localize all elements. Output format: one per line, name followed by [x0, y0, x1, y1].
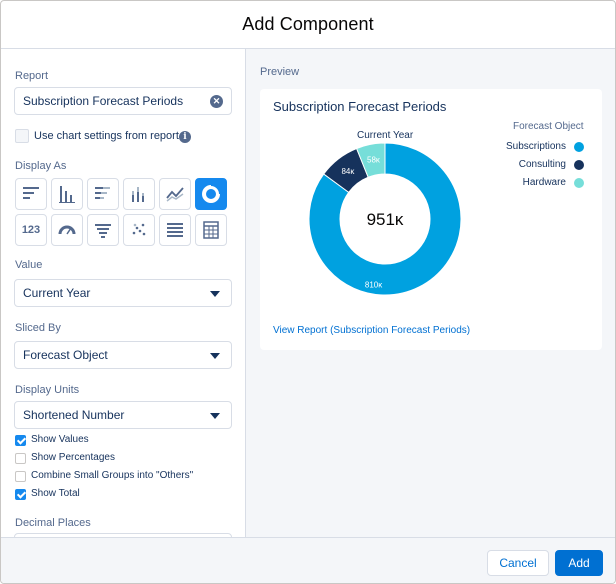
sliced-by-selected: Forecast Object: [23, 348, 108, 362]
clear-icon[interactable]: ✕: [210, 95, 223, 108]
decimal-places-label: Decimal Places: [15, 517, 91, 529]
show-values-label: Show Values: [31, 434, 89, 445]
show-total-label: Show Total: [31, 488, 80, 499]
preview-panel: Preview Subscription Forecast Periods Cu…: [246, 49, 615, 537]
modal-header: Add Component: [1, 1, 615, 49]
stacked-vertical-bar-icon[interactable]: [123, 178, 155, 210]
card-title: Subscription Forecast Periods: [273, 99, 447, 114]
legend-label: Subscriptions: [505, 141, 566, 152]
display-as-label: Display As: [15, 160, 67, 172]
donut-total-label: 951ĸ: [367, 210, 404, 229]
show-total-checkbox[interactable]: [15, 489, 26, 500]
donut-chart-icon[interactable]: [195, 178, 227, 210]
slice-value-label: 58ĸ: [367, 156, 381, 165]
chevron-down-icon: [210, 353, 220, 359]
legend-item[interactable]: Consulting: [492, 159, 584, 170]
decimal-places-field[interactable]: [14, 533, 232, 537]
scatter-chart-icon[interactable]: [123, 214, 155, 246]
combine-small-groups-label: Combine Small Groups into "Others": [31, 470, 194, 481]
report-value: Subscription Forecast Periods: [23, 94, 184, 108]
chart-subtitle: Current Year: [357, 130, 414, 141]
modal-title: Add Component: [242, 14, 374, 34]
legend-label: Hardware: [522, 177, 566, 188]
chevron-down-icon: [210, 413, 220, 419]
value-label: Value: [15, 259, 43, 271]
legend-swatch: [574, 177, 584, 188]
metric-icon[interactable]: 123: [15, 214, 47, 246]
display-units-selected: Shortened Number: [23, 408, 125, 422]
preview-label: Preview: [260, 66, 300, 78]
show-percentages-label: Show Percentages: [31, 452, 115, 463]
display-units-select[interactable]: Shortened Number: [14, 401, 232, 429]
donut-chart[interactable]: 810ĸ 84ĸ 58ĸ 951ĸ: [308, 142, 462, 296]
legend-title: Forecast Object: [513, 121, 584, 132]
cancel-button[interactable]: Cancel: [487, 550, 549, 576]
sliced-by-label: Sliced By: [15, 322, 61, 334]
slice-value-label: 84ĸ: [341, 167, 355, 176]
legend-item[interactable]: Subscriptions: [492, 141, 584, 152]
info-icon[interactable]: i: [179, 131, 191, 143]
view-report-link[interactable]: View Report (Subscription Forecast Perio…: [273, 325, 471, 336]
value-selected: Current Year: [23, 286, 91, 300]
report-field[interactable]: Subscription Forecast Periods ✕: [14, 87, 232, 115]
vertical-bar-chart-icon[interactable]: [51, 178, 83, 210]
legend-label: Consulting: [518, 159, 566, 170]
gauge-icon[interactable]: [51, 214, 83, 246]
combine-small-groups-checkbox[interactable]: [15, 471, 26, 482]
donut-slice-subscriptions[interactable]: [308, 142, 462, 296]
legend-swatch: [574, 141, 584, 152]
modal-footer: Cancel Add: [1, 537, 615, 583]
add-button[interactable]: Add: [555, 550, 603, 576]
horizontal-bar-chart-icon[interactable]: [15, 178, 47, 210]
slice-value-label: 810ĸ: [365, 281, 383, 290]
settings-panel[interactable]: Report Subscription Forecast Periods ✕ U…: [1, 49, 246, 537]
display-units-label: Display Units: [15, 384, 80, 396]
show-percentages-checkbox[interactable]: [15, 453, 26, 464]
donut-slice-hardware[interactable]: [355, 142, 386, 178]
use-chart-settings-checkbox[interactable]: [15, 129, 29, 143]
show-values-checkbox[interactable]: [15, 435, 26, 446]
table-icon[interactable]: [195, 214, 227, 246]
use-chart-settings-label: Use chart settings from report: [34, 130, 179, 142]
legend-item[interactable]: Hardware: [492, 177, 584, 188]
value-select[interactable]: Current Year: [14, 279, 232, 307]
line-chart-icon[interactable]: [159, 178, 191, 210]
preview-card: Subscription Forecast Periods Current Ye…: [260, 89, 602, 350]
lightning-table-icon[interactable]: [159, 214, 191, 246]
sliced-by-select[interactable]: Forecast Object: [14, 341, 232, 369]
stacked-horizontal-bar-icon[interactable]: [87, 178, 119, 210]
legend-swatch: [574, 159, 584, 170]
funnel-icon[interactable]: [87, 214, 119, 246]
chevron-down-icon: [210, 291, 220, 297]
report-label: Report: [15, 70, 49, 82]
